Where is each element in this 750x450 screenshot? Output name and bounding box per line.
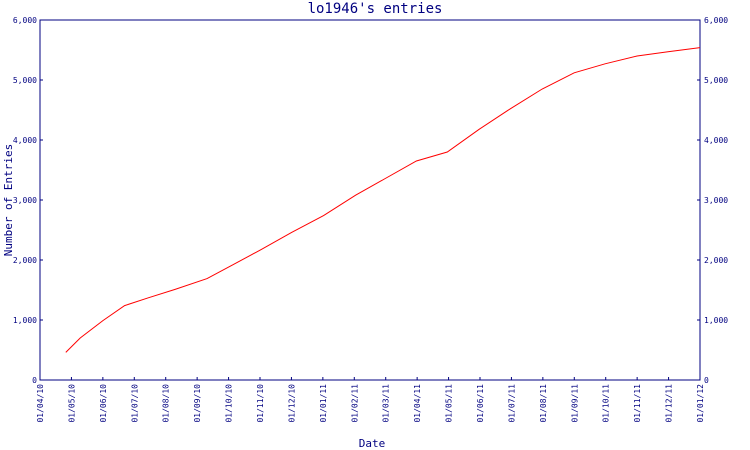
x-tick-label: 01/04/10 <box>36 384 45 423</box>
y-axis-left: 0 1,000 2,000 3,000 4,000 5,000 6,000 <box>13 16 43 385</box>
y-tick-label-left: 3,000 <box>13 196 37 205</box>
x-tick-label: 01/12/10 <box>287 384 296 423</box>
x-tick-label: 01/10/10 <box>225 384 234 423</box>
x-tick-label: 01/06/11 <box>476 384 485 423</box>
chart-title: lo1946's entries <box>307 1 443 17</box>
series-line <box>65 47 701 353</box>
x-tick-label: 01/05/11 <box>445 384 454 423</box>
y-tick-label-left: 5,000 <box>13 76 37 85</box>
x-tick-label: 01/05/10 <box>67 384 76 423</box>
y-tick-label-left: 0 <box>32 376 37 385</box>
y-axis-title: Number of Entries <box>2 144 15 257</box>
x-tick-label: 01/03/11 <box>382 384 391 423</box>
y-tick-label-right: 0 <box>704 376 709 385</box>
x-tick-label: 01/11/11 <box>633 384 642 423</box>
x-tick-label: 01/04/11 <box>413 384 422 423</box>
y-tick-label-right: 3,000 <box>704 196 728 205</box>
y-tick-label-left: 1,000 <box>13 316 37 325</box>
x-tick-label: 01/01/11 <box>319 384 328 423</box>
y-tick-label-right: 6,000 <box>704 16 728 25</box>
x-tick-label: 01/02/11 <box>350 384 359 423</box>
y-axis-right: 0 1,000 2,000 3,000 4,000 5,000 6,000 <box>697 16 728 385</box>
x-tick-label: 01/08/11 <box>539 384 548 423</box>
y-tick-label-right: 5,000 <box>704 76 728 85</box>
x-tick-label: 01/11/10 <box>256 384 265 423</box>
x-tick-label: 01/06/10 <box>99 384 108 423</box>
x-tick-label: 01/07/11 <box>507 384 516 423</box>
y-tick-label-right: 2,000 <box>704 256 728 265</box>
y-tick-label-right: 4,000 <box>704 136 728 145</box>
x-tick-label: 01/10/11 <box>602 384 611 423</box>
y-tick-label-right: 1,000 <box>704 316 728 325</box>
y-tick-label-left: 2,000 <box>13 256 37 265</box>
x-axis: 01/04/10 01/05/10 01/06/10 01/07/10 01/08/10… <box>36 377 705 423</box>
x-tick-label: 01/09/10 <box>193 384 202 423</box>
x-tick-label: 01/01/12 <box>696 384 705 423</box>
x-tick-label: 01/07/10 <box>130 384 139 423</box>
y-tick-label-left: 6,000 <box>13 16 37 25</box>
x-axis-title: Date <box>359 437 386 450</box>
x-tick-label: 01/12/11 <box>665 384 674 423</box>
y-tick-label-left: 4,000 <box>13 136 37 145</box>
x-tick-label: 01/08/10 <box>162 384 171 423</box>
plot-area-frame <box>39 19 701 381</box>
x-tick-label: 01/09/11 <box>570 384 579 423</box>
